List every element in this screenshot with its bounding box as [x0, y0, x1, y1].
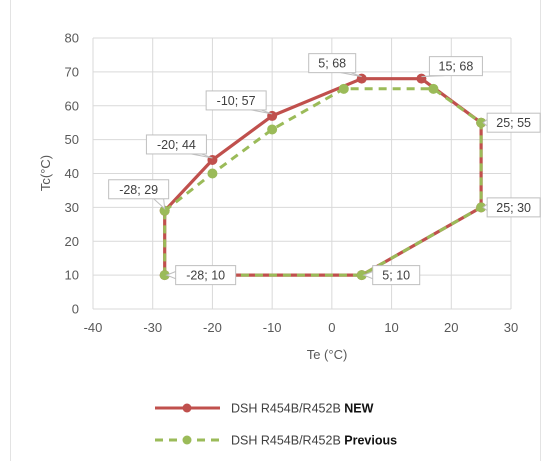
callout: -28; 29 — [108, 179, 170, 211]
y-tick-label: 10 — [65, 268, 79, 283]
callout-pointer — [251, 109, 273, 115]
callout: -20; 44 — [145, 134, 213, 159]
y-axis-title: Tc(°C) — [38, 155, 53, 191]
callout-label: 5; 10 — [382, 269, 410, 283]
x-tick-label: -30 — [143, 320, 162, 335]
marker-previous — [267, 124, 278, 135]
y-tick-label: 50 — [65, 132, 79, 147]
legend-swatch-marker — [182, 403, 192, 413]
callout-label: 5; 68 — [318, 57, 346, 71]
y-tick-label: 40 — [65, 166, 79, 181]
legend-label-prefix: DSH R454B/R452B — [231, 434, 344, 448]
marker-previous — [356, 270, 367, 281]
x-tick-labels: -40 -30 -20 -10 0 10 20 30 — [84, 320, 519, 335]
callout-label: 15; 68 — [439, 60, 474, 74]
marker-new — [416, 73, 427, 84]
legend-label-suffix: Previous — [344, 434, 397, 448]
marker-previous — [207, 168, 218, 179]
callout: 15; 68 — [421, 56, 483, 78]
callout: 25; 30 — [482, 197, 541, 218]
callout-box — [145, 134, 207, 155]
y-tick-label: 30 — [65, 200, 79, 215]
x-tick-label: 20 — [444, 320, 458, 335]
x-tick-label: 10 — [384, 320, 398, 335]
y-tick-label: 0 — [72, 302, 79, 317]
callout-box — [486, 112, 541, 133]
callout-label: 25; 30 — [496, 201, 531, 215]
legend-label-prefix: DSH R454B/R452B — [231, 402, 344, 416]
x-tick-label: 30 — [504, 320, 518, 335]
callout-box — [308, 53, 357, 74]
callout-box — [175, 265, 237, 286]
callout-label: -28; 29 — [119, 183, 158, 197]
callout-box — [428, 56, 483, 77]
x-axis-title: Te (°C) — [307, 347, 348, 362]
x-tick-label: -40 — [84, 320, 103, 335]
legend-item: DSH R454B/R452B NEW — [155, 402, 374, 416]
callout-box — [205, 90, 267, 111]
y-tick-label: 80 — [65, 31, 79, 46]
marker-previous — [476, 117, 487, 128]
x-tick-label: -20 — [203, 320, 222, 335]
callout-label: -28; 10 — [186, 269, 225, 283]
x-tick-label: -10 — [263, 320, 282, 335]
callout: -10; 57 — [205, 90, 273, 115]
y-tick-labels: 0 10 20 30 40 50 60 70 80 — [65, 31, 79, 317]
x-tick-label: 0 — [328, 320, 335, 335]
callout-pointer — [340, 72, 362, 78]
marker-previous — [159, 205, 170, 216]
legend-label: DSH R454B/R452B Previous — [231, 434, 397, 448]
gridlines — [92, 37, 512, 310]
callout: 25; 55 — [482, 112, 541, 133]
callout: -28; 10 — [165, 265, 237, 286]
y-tick-label: 60 — [65, 98, 79, 113]
chart-frame — [10, 0, 541, 461]
marker-previous — [428, 83, 439, 94]
legend-item: DSH R454B/R452B Previous — [155, 434, 397, 448]
callout-pointer — [191, 153, 213, 159]
callout-label: 25; 55 — [496, 116, 531, 130]
y-tick-label: 70 — [65, 64, 79, 79]
legend-swatch-marker — [182, 435, 192, 445]
callout-label: -20; 44 — [157, 138, 196, 152]
marker-previous — [159, 270, 170, 281]
legend-label: DSH R454B/R452B NEW — [231, 402, 374, 416]
series-lines — [163, 77, 483, 277]
marker-previous — [338, 83, 349, 94]
marker-previous — [476, 202, 487, 213]
callout-box — [486, 197, 541, 218]
series-line-previous — [163, 87, 483, 277]
legend-label-suffix: NEW — [344, 402, 373, 416]
callout: 5; 10 — [362, 265, 421, 286]
callout-box — [108, 179, 170, 200]
callout-box — [372, 265, 421, 286]
callout: 5; 68 — [308, 53, 362, 78]
callout-label: -10; 57 — [217, 94, 256, 108]
y-tick-label: 20 — [65, 234, 79, 249]
data-callouts: -28; 29 -20; 44 -10; 57 5; 68 15; 68 25; 55 25… — [108, 53, 541, 286]
